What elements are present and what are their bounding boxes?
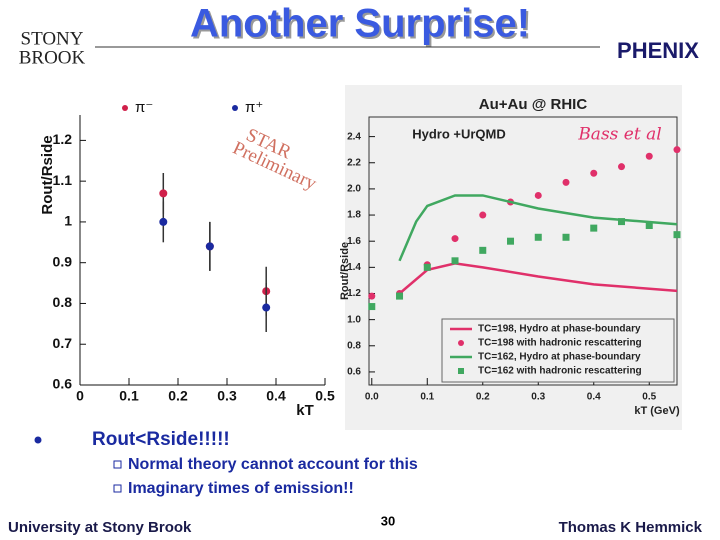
y-tick-label: 2.4 xyxy=(347,131,361,142)
y-tick-label: 2.2 xyxy=(347,157,361,168)
bullet-dot xyxy=(34,436,42,444)
x-tick-label: 0.1 xyxy=(420,392,434,403)
footer-right: Thomas K Hemmick xyxy=(559,519,703,536)
x-tick-label: 0.2 xyxy=(168,388,188,404)
y-tick-label: 1 xyxy=(64,213,72,229)
legend-box xyxy=(441,318,675,383)
y-tick-label: 0.8 xyxy=(347,340,361,351)
y-tick-label: 1.6 xyxy=(347,236,361,247)
marker xyxy=(368,303,376,311)
logo-right: PHENIX xyxy=(617,38,699,63)
x-tick-label: 0.3 xyxy=(217,388,237,404)
marker xyxy=(534,233,542,241)
legend-label: TC=198, Hydro at phase-boundary xyxy=(478,324,641,335)
marker xyxy=(458,368,464,374)
marker xyxy=(122,105,128,111)
sub-bullet-box xyxy=(113,460,122,469)
marker xyxy=(618,218,626,226)
marker xyxy=(159,217,168,226)
legend-label: π⁻ xyxy=(135,99,153,116)
marker xyxy=(645,152,653,160)
bullet-sub: Normal theory cannot account for this xyxy=(128,456,418,473)
y-tick-label: 0.6 xyxy=(53,376,73,392)
marker xyxy=(396,292,404,300)
marker xyxy=(451,257,459,265)
marker xyxy=(368,292,376,300)
y-axis-label: Rout/Rside xyxy=(339,242,351,300)
footer-left: University at Stony Brook xyxy=(8,519,192,536)
marker xyxy=(205,242,214,251)
x-axis-label: kT (GeV) xyxy=(634,405,680,417)
marker xyxy=(590,224,598,232)
legend-label: TC=198 with hadronic rescattering xyxy=(478,338,642,349)
x-tick-label: 0 xyxy=(76,388,84,404)
y-tick-label: 0.6 xyxy=(347,367,361,378)
x-tick-label: 0.5 xyxy=(642,392,656,403)
marker xyxy=(673,231,681,239)
y-tick-label: 1.8 xyxy=(347,210,361,221)
marker xyxy=(534,191,542,199)
plot-frame xyxy=(368,116,678,386)
y-tick-label: 1.4 xyxy=(347,262,361,273)
marker xyxy=(458,340,464,346)
marker xyxy=(562,178,570,186)
logo-left: STONY xyxy=(21,28,84,49)
x-tick-label: 0.4 xyxy=(587,392,601,403)
series-line xyxy=(398,194,678,262)
chart-title: Au+Au @ RHIC xyxy=(479,96,588,113)
y-axis-label: Rout/Rside xyxy=(39,135,56,214)
marker xyxy=(423,263,431,271)
marker xyxy=(451,235,459,243)
slide-title: Another Surprise! xyxy=(190,2,530,46)
x-axis-label: kT xyxy=(296,402,314,419)
title-shadow: Another Surprise! xyxy=(192,4,532,48)
x-tick-label: 0.1 xyxy=(119,388,139,404)
marker xyxy=(562,233,570,241)
marker xyxy=(645,222,653,230)
y-tick-label: 1.0 xyxy=(347,314,361,325)
marker xyxy=(232,105,238,111)
bullet-sub: Imaginary times of emission!! xyxy=(128,480,354,497)
page-number: 30 xyxy=(381,513,395,528)
sub-bullet-box xyxy=(113,484,122,493)
annotation: Bass et al xyxy=(577,125,661,145)
x-tick-label: 0.2 xyxy=(476,392,490,403)
y-tick-label: 1.2 xyxy=(347,288,361,299)
y-tick-label: 1.1 xyxy=(53,172,73,188)
legend-label: TC=162 with hadronic rescattering xyxy=(478,366,642,377)
chart-subtitle: Hydro +UrQMD xyxy=(412,126,506,141)
marker xyxy=(262,303,271,312)
marker xyxy=(507,237,515,245)
marker xyxy=(159,189,168,198)
marker xyxy=(618,163,626,171)
marker xyxy=(673,146,681,154)
marker xyxy=(590,169,598,177)
x-tick-label: 0.3 xyxy=(531,392,545,403)
legend-label: TC=162, Hydro at phase-boundary xyxy=(478,352,641,363)
x-tick-label: 0.0 xyxy=(365,392,379,403)
x-tick-label: 0.5 xyxy=(315,388,335,404)
y-tick-label: 2.0 xyxy=(347,184,361,195)
y-tick-label: 0.7 xyxy=(53,335,73,351)
y-tick-label: 0.9 xyxy=(53,253,73,269)
marker xyxy=(479,211,487,219)
logo-left: BROOK xyxy=(19,47,86,68)
bullet-main: Rout<Rside!!!!! xyxy=(92,429,230,450)
y-tick-label: 1.2 xyxy=(53,131,73,147)
marker xyxy=(479,246,487,254)
y-tick-label: 0.8 xyxy=(53,294,73,310)
x-tick-label: 0.4 xyxy=(266,388,286,404)
legend-label: π⁺ xyxy=(245,99,263,116)
